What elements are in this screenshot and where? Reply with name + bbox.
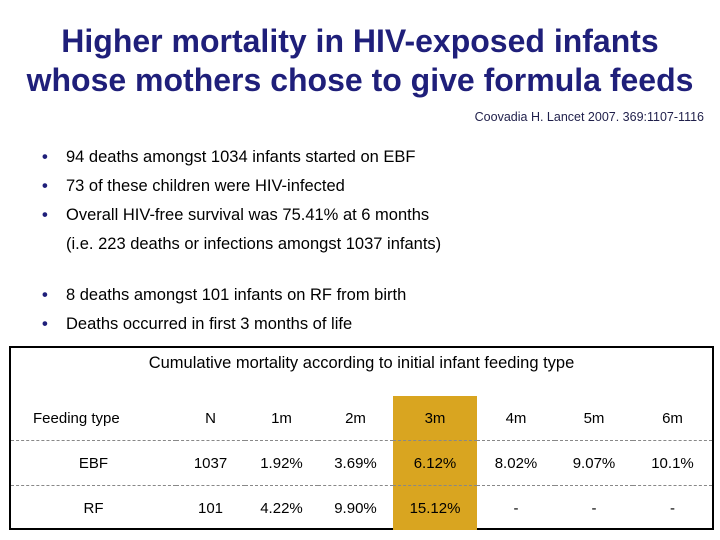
bullet-text: 73 of these children were HIV-infected — [66, 177, 345, 195]
title-line-1: Higher mortality in HIV-exposed infants — [61, 23, 659, 59]
bullet-list-ebf: • 94 deaths amongst 1034 infants started… — [42, 143, 441, 259]
bullet-icon: • — [42, 148, 48, 166]
table-header-row: Feeding type N 1m 2m 3m 4m 5m 6m — [11, 396, 712, 441]
table-title: Cumulative mortality according to initia… — [148, 354, 575, 372]
table-cell: 9.90% — [334, 499, 377, 517]
title-line-2: whose mothers chose to give formula feed… — [26, 62, 694, 98]
column-header: 6m — [633, 396, 712, 441]
bullet-text: 8 deaths amongst 101 infants on RF from … — [66, 286, 407, 304]
table-cell: 101 — [197, 499, 224, 517]
bullet-icon: • — [42, 206, 48, 224]
column-header-highlighted: 3m — [393, 396, 477, 441]
bullet-item: • 8 deaths amongst 101 infants on RF fro… — [42, 281, 406, 310]
bullet-text: 94 deaths amongst 1034 infants started o… — [66, 148, 416, 166]
column-header: 4m — [477, 396, 555, 441]
bullet-text: Overall HIV-free survival was 75.41% at … — [66, 206, 430, 224]
bullet-item: • 94 deaths amongst 1034 infants started… — [42, 143, 441, 172]
bullet-icon: • — [42, 177, 48, 195]
column-header: 1m — [245, 396, 318, 441]
slide-title: Higher mortality in HIV-exposed infants … — [0, 22, 720, 100]
table-cell-highlighted: 6.12% — [393, 440, 477, 486]
bullet-text-continuation: (i.e. 223 deaths or infections amongst 1… — [66, 235, 442, 253]
column-header: Feeding type — [11, 396, 176, 441]
bullet-item: • 73 of these children were HIV-infected — [42, 172, 441, 201]
table-cell: 1037 — [176, 440, 245, 486]
bullet-item: • Overall HIV-free survival was 75.41% a… — [42, 201, 441, 259]
table-row: EBF 1037 1.92% 3.69% 6.12% 8.02% 9.07% 1… — [11, 440, 712, 486]
bullet-icon: • — [42, 315, 48, 333]
column-header: 2m — [318, 396, 393, 441]
column-header: 5m — [555, 396, 633, 441]
bullet-list-rf: • 8 deaths amongst 101 infants on RF fro… — [42, 281, 406, 339]
table-cell: RF — [83, 499, 104, 517]
mortality-table: Feeding type N 1m 2m 3m 4m 5m 6m EBF 103… — [11, 396, 712, 530]
bullet-icon: • — [42, 286, 48, 304]
table-cell: - — [513, 499, 519, 517]
table-cell: 8.02% — [477, 440, 555, 486]
table-cell: 9.07% — [555, 440, 633, 486]
bullet-item: • Deaths occurred in first 3 months of l… — [42, 310, 406, 339]
bullet-text: Deaths occurred in first 3 months of lif… — [66, 315, 353, 333]
table-row: RF 101 4.22% 9.90% 15.12% - - - — [11, 485, 712, 530]
citation: Coovadia H. Lancet 2007. 369:1107-1116 — [474, 110, 704, 124]
table-cell: EBF — [11, 440, 176, 486]
table-cell: - — [591, 499, 597, 517]
table-cell: 1.92% — [245, 440, 318, 486]
table-cell: 4.22% — [260, 499, 303, 517]
column-header: N — [176, 396, 245, 441]
table-cell: 10.1% — [633, 440, 712, 486]
table-cell: 3.69% — [318, 440, 393, 486]
mortality-table-box: Cumulative mortality according to initia… — [9, 346, 714, 530]
table-cell: - — [670, 499, 675, 517]
table-cell-highlighted: 15.12% — [393, 485, 477, 530]
